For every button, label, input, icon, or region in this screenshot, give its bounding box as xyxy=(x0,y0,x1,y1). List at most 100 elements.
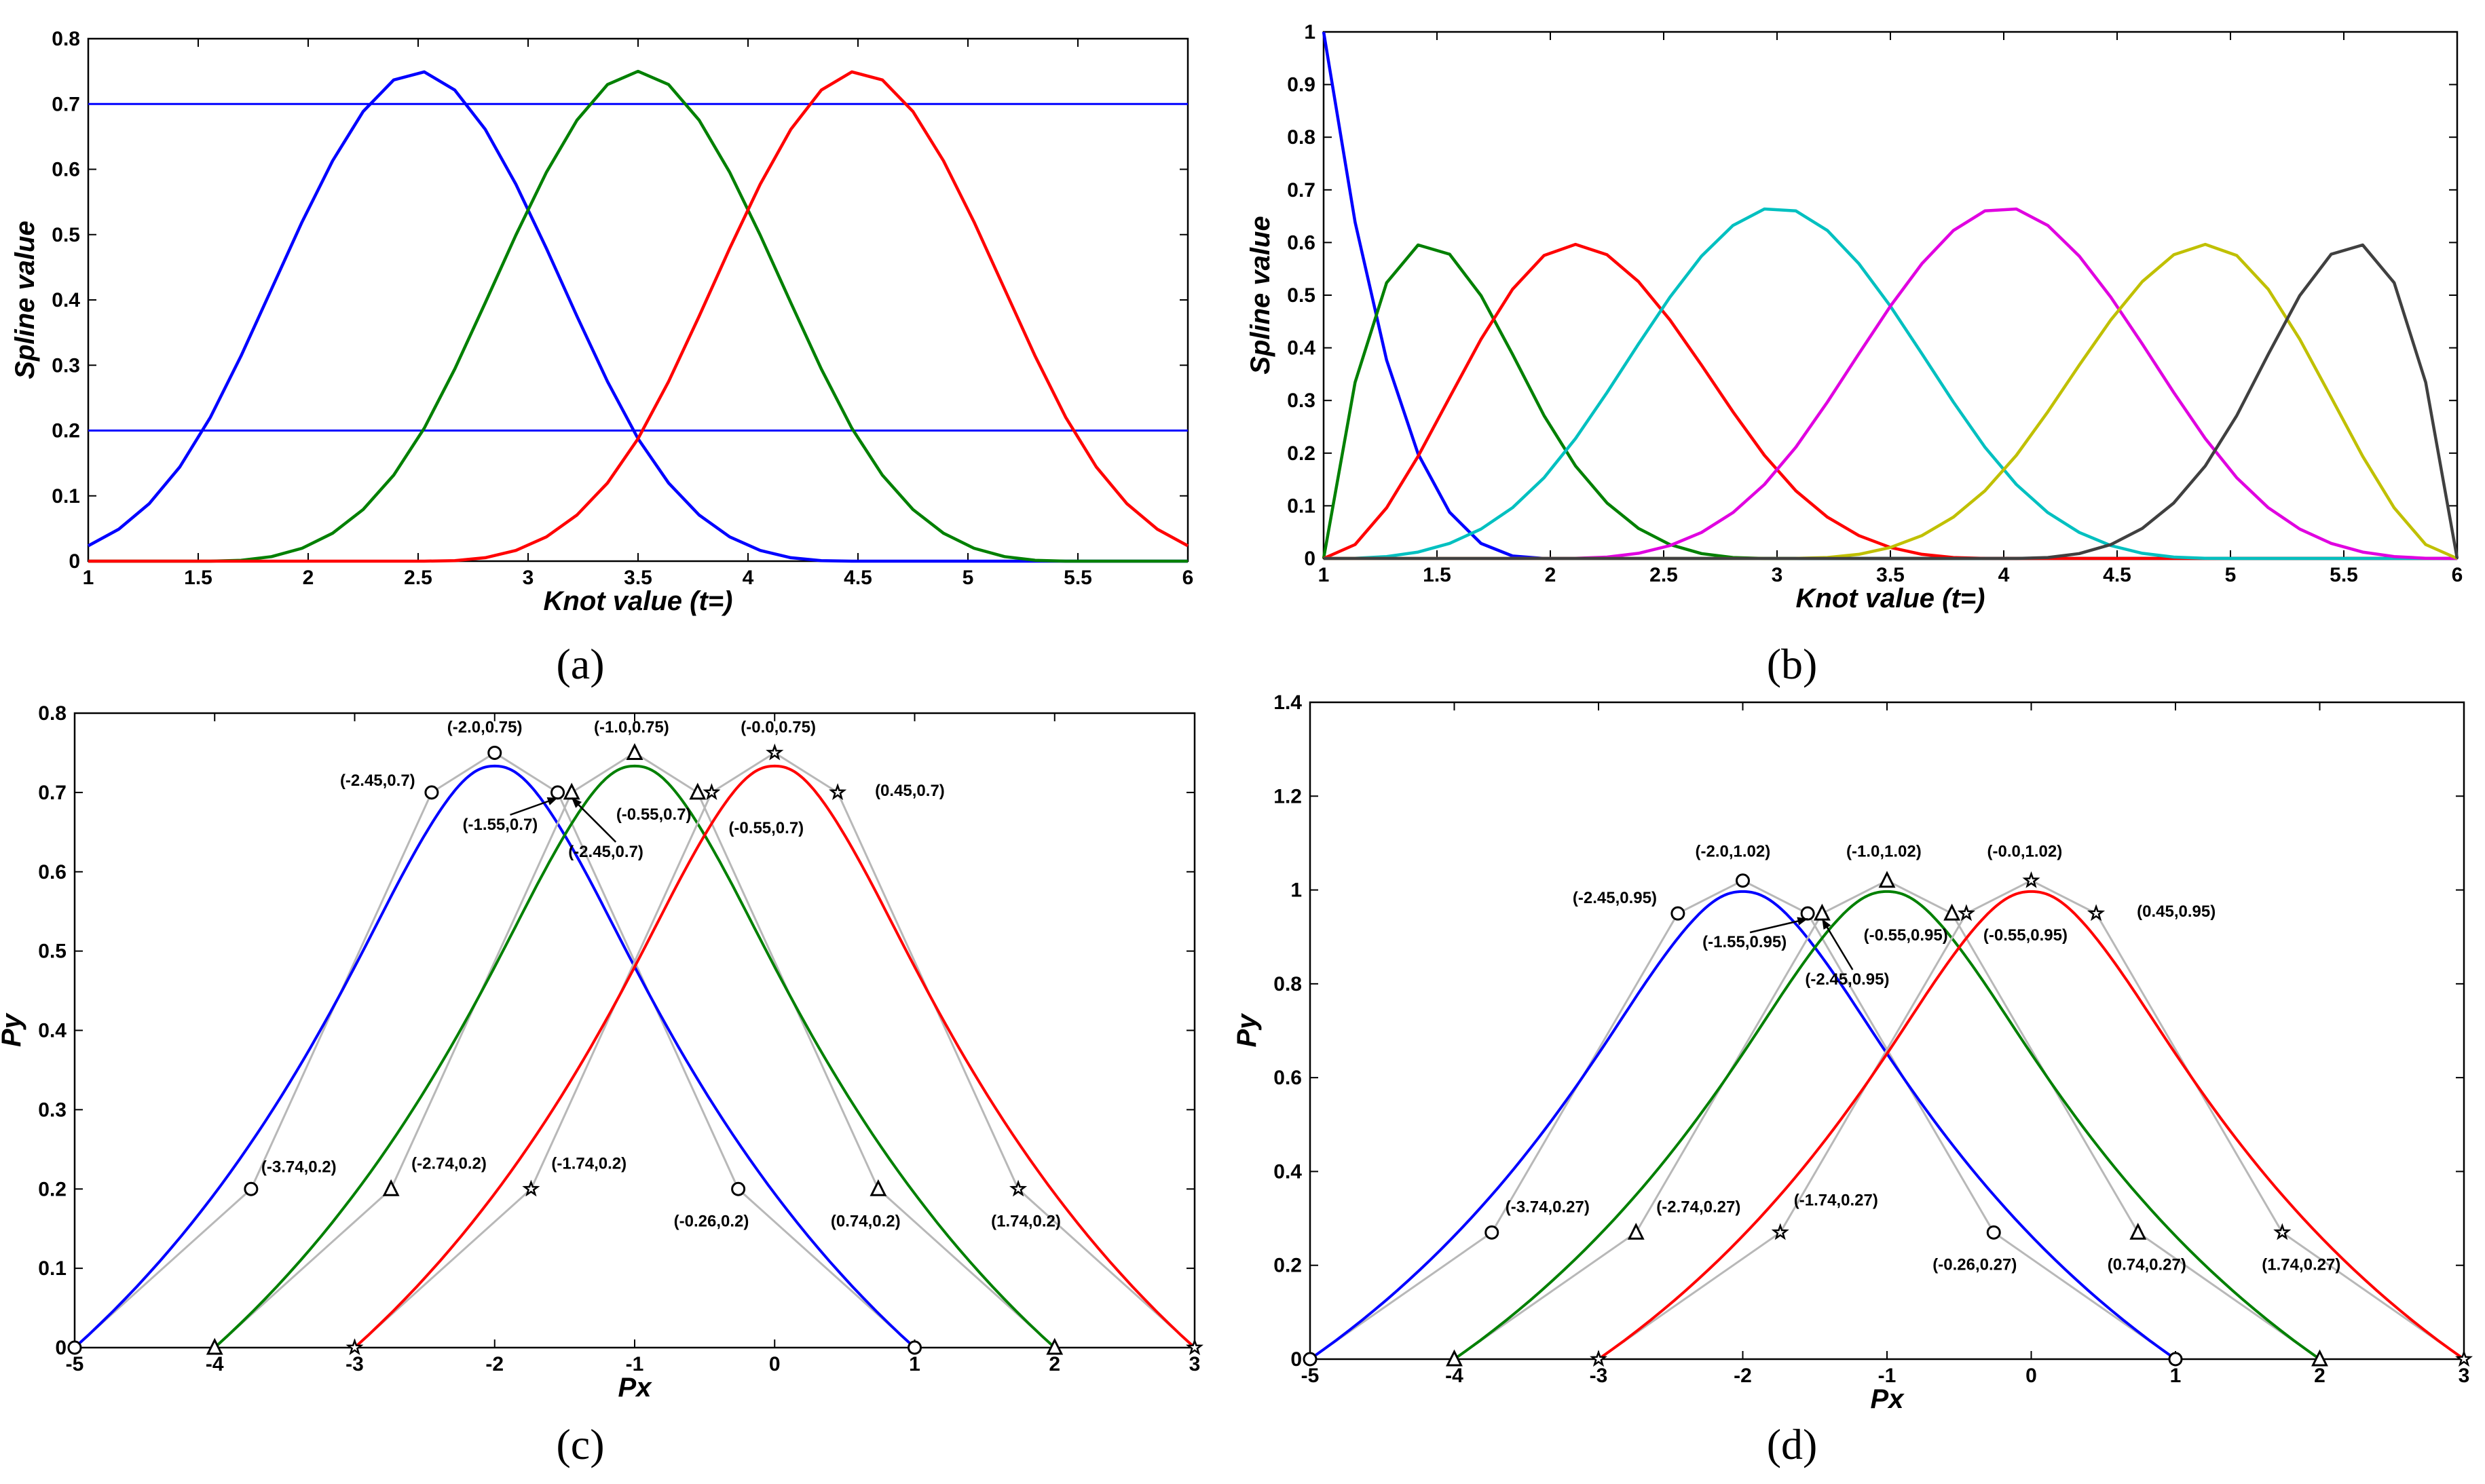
control-polygon xyxy=(73,751,916,1349)
y-tick-label: 0.1 xyxy=(1287,495,1315,517)
control-point-label: (0.74,0.27) xyxy=(2108,1255,2186,1274)
panel-c-chart: -5 -4 -3 -2 -1 0 1 2 3 0 0.1 0.2 0.3 0.4 0.5 0.6 0.7 0.8 P… xyxy=(0,702,1203,1403)
control-point-triangle xyxy=(1813,903,1831,921)
panel-d-chart: -5 -4 -3 -2 -1 0 1 2 3 0 0.2 0.4 0.6 0.8 1 1.2 1.4 Px Py (-… xyxy=(1232,691,2473,1414)
x-tick-label: -5 xyxy=(66,1353,84,1375)
x-tick-label: 5 xyxy=(2225,564,2237,586)
y-tick-label: 0.6 xyxy=(1287,231,1315,254)
x-tick-label: 1 xyxy=(1318,564,1330,586)
control-point-star xyxy=(2273,1223,2292,1240)
control-point-circle xyxy=(731,1181,746,1196)
control-point-triangle xyxy=(206,1337,223,1355)
control-point-triangle xyxy=(689,782,707,800)
y-tick-label: 0.6 xyxy=(52,159,80,181)
x-axis-label: Px xyxy=(618,1373,653,1403)
control-point-label: (-2.0,0.75) xyxy=(447,718,523,736)
control-point-circle xyxy=(2168,1352,2183,1367)
control-point-label: (-1.55,0.7) xyxy=(463,816,538,834)
x-tick-label: -3 xyxy=(345,1353,364,1375)
x-tick-label: 3.5 xyxy=(1876,564,1905,586)
x-axis-label: Knot value (t=) xyxy=(1796,584,1985,613)
panel-label-c: (c) xyxy=(556,1420,604,1468)
plot-frame xyxy=(1322,31,2459,560)
x-tick-label: -4 xyxy=(206,1353,224,1375)
control-point-triangle xyxy=(870,1179,887,1196)
x-axis-label: Knot value (t=) xyxy=(544,586,733,616)
x-tick-label: 2 xyxy=(1545,564,1556,586)
control-point-label: (-1.0,1.02) xyxy=(1846,843,1922,861)
x-tick-label: 4.5 xyxy=(844,567,872,589)
control-point-label: (-0.55,0.7) xyxy=(728,819,804,837)
control-point-circle xyxy=(1484,1225,1499,1240)
control-point-label: (-0.0,1.02) xyxy=(1987,843,2063,861)
control-point-label: (-2.45,0.95) xyxy=(1573,889,1657,907)
control-point-circle xyxy=(1670,906,1685,921)
x-tick-label: 3 xyxy=(1772,564,1783,586)
x-tick-label: 1 xyxy=(909,1353,920,1375)
y-tick-label: 0.1 xyxy=(52,485,80,508)
control-polygon xyxy=(1598,879,2465,1361)
x-tick-label: 1.5 xyxy=(184,567,212,589)
y-axis-label: Py xyxy=(0,1012,26,1047)
panel-label-a: (a) xyxy=(556,640,604,688)
panel-label-b: (b) xyxy=(1767,640,1818,688)
control-point-triangle xyxy=(1878,871,1896,888)
x-tick-label: 3 xyxy=(523,567,534,589)
y-tick-label: 1.4 xyxy=(1273,691,1302,714)
control-point-label: (-2.45,0.7) xyxy=(340,772,415,790)
control-point-triangle xyxy=(626,743,643,760)
series-line xyxy=(1323,242,2457,560)
x-tick-label: 2.5 xyxy=(1649,564,1678,586)
control-point-label: (0.45,0.7) xyxy=(875,782,945,800)
panel-a-chart: 1 1.5 2 2.5 3 3.5 4 4.5 5 5.5 6 0 0.1 0.2 0.3 0.4 0.5 0.6… xyxy=(10,28,1193,616)
x-tick-label: -3 xyxy=(1590,1365,1608,1387)
series-line xyxy=(1323,207,2457,560)
y-tick-label: 0.4 xyxy=(52,289,80,311)
y-tick-label: 1 xyxy=(1290,879,1302,902)
control-point-label: (-0.55,0.95) xyxy=(1864,926,1948,945)
control-point-star xyxy=(1009,1179,1028,1197)
y-tick-label: 0.3 xyxy=(1287,389,1315,412)
y-axis-label: Spline value xyxy=(1246,216,1275,374)
y-tick-label: 0.7 xyxy=(52,93,80,115)
control-point-label: (0.45,0.95) xyxy=(2137,902,2216,921)
control-point-star xyxy=(766,743,784,761)
control-point-label: (-0.55,0.7) xyxy=(616,805,692,824)
y-tick-label: 0 xyxy=(55,1337,67,1359)
y-tick-label: 0.4 xyxy=(38,1020,67,1042)
series-line xyxy=(88,70,1189,563)
control-point-label: (-0.26,0.27) xyxy=(1932,1255,2017,1274)
control-point-label: (-2.45,0.95) xyxy=(1805,970,1889,989)
y-tick-label: 0.3 xyxy=(52,354,80,377)
control-polygon xyxy=(214,751,1055,1349)
control-point-triangle xyxy=(1627,1222,1645,1240)
control-point-star xyxy=(1771,1223,1789,1240)
control-point-circle xyxy=(244,1181,259,1196)
bspline-curve xyxy=(354,764,1196,1349)
control-point-star xyxy=(345,1338,364,1356)
control-point-label: (-3.74,0.27) xyxy=(1506,1198,1590,1216)
control-point-star xyxy=(1957,904,1975,921)
control-point-star xyxy=(2087,904,2106,921)
control-point-triangle xyxy=(1446,1349,1463,1367)
control-point-triangle xyxy=(2129,1222,2147,1240)
panel-label-d: (d) xyxy=(1767,1420,1818,1468)
control-point-triangle xyxy=(563,782,580,800)
control-point-circle xyxy=(1800,906,1815,921)
control-point-star xyxy=(522,1179,540,1197)
x-tick-label: 2 xyxy=(1049,1353,1060,1375)
x-tick-label: -2 xyxy=(485,1353,504,1375)
y-tick-label: 0.9 xyxy=(1287,74,1315,96)
y-tick-label: 0.6 xyxy=(1273,1067,1302,1089)
series-line xyxy=(1324,207,2458,560)
x-tick-label: 1 xyxy=(2170,1365,2182,1387)
x-tick-label: 2.5 xyxy=(404,567,432,589)
y-tick-label: 0 xyxy=(1290,1348,1302,1371)
bspline-curve xyxy=(1453,890,2321,1361)
series-line xyxy=(1324,243,2459,560)
annotation-arrowhead xyxy=(572,797,582,808)
y-tick-label: 0.8 xyxy=(1287,126,1315,149)
control-point-circle xyxy=(1736,873,1750,888)
control-point-triangle xyxy=(1046,1337,1064,1355)
control-point-star xyxy=(703,783,721,801)
